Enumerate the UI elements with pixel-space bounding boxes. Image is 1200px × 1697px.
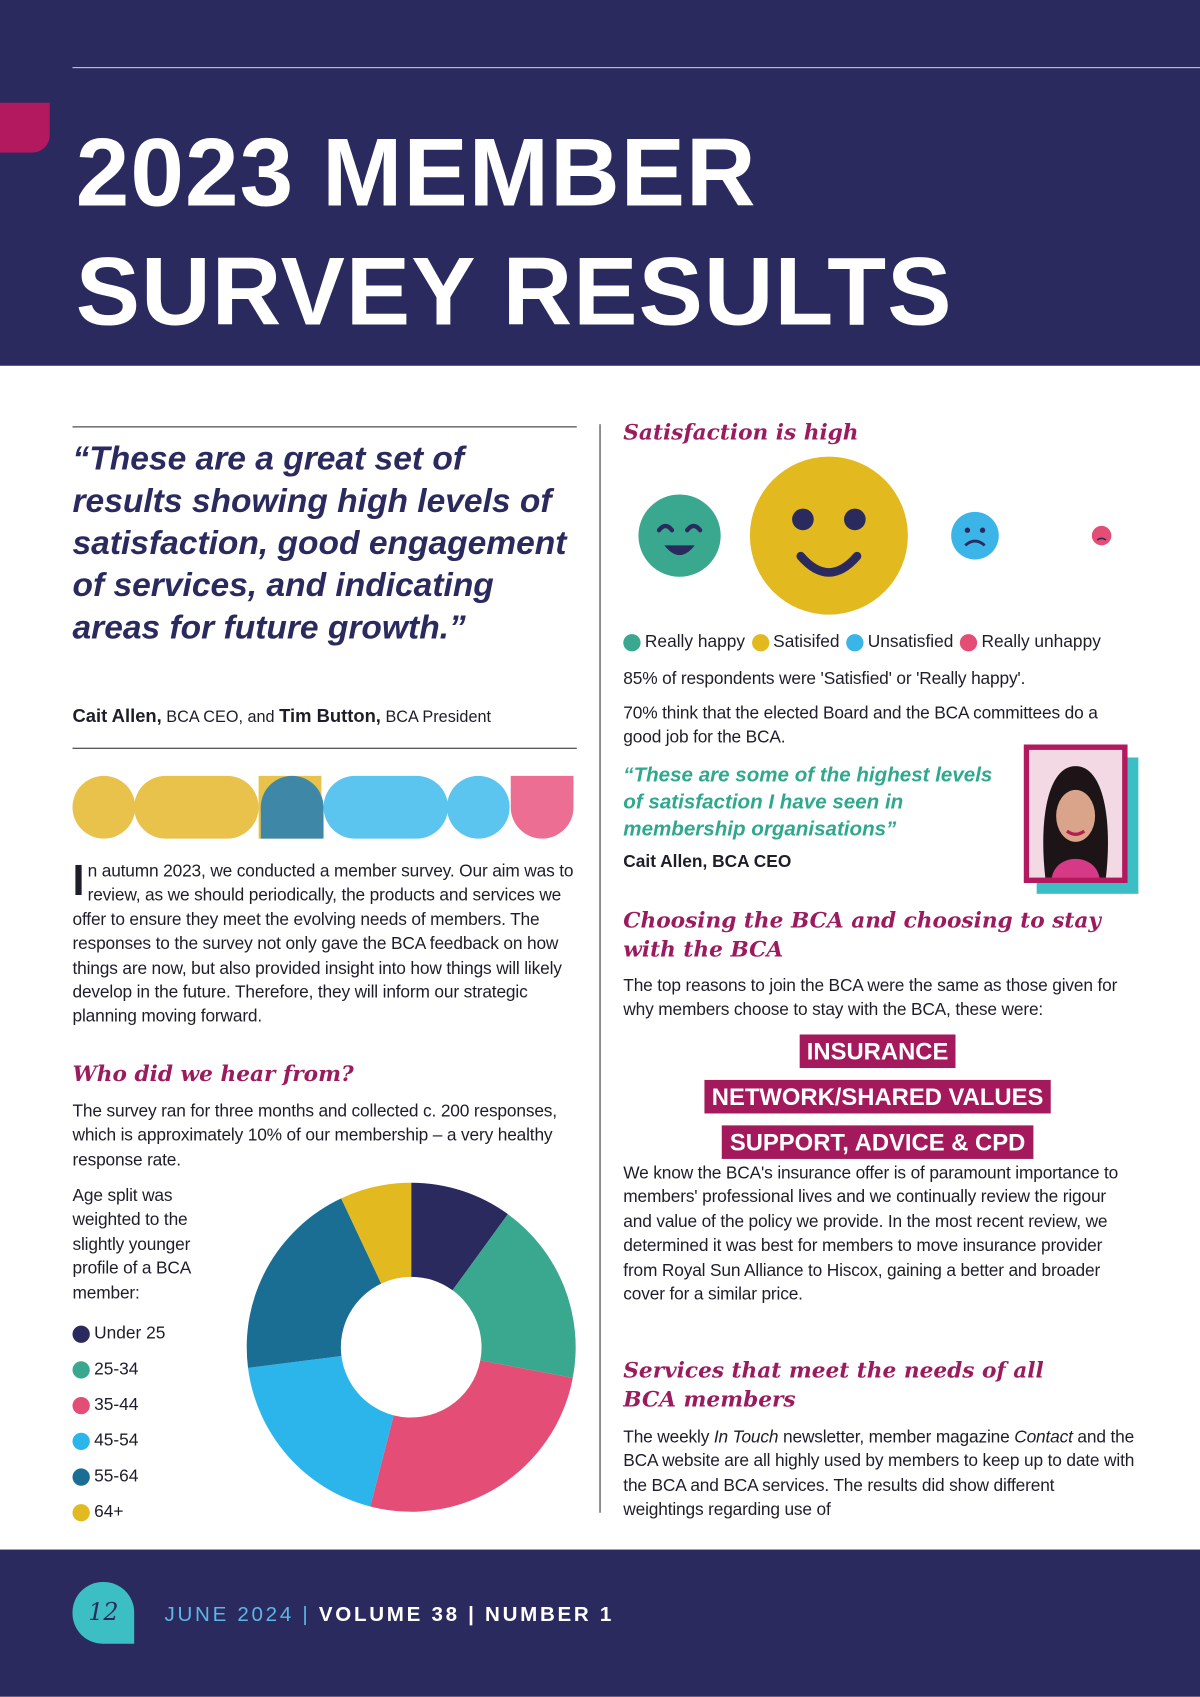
header-tab bbox=[0, 102, 50, 153]
donut-segment bbox=[411, 1182, 508, 1291]
intro-text: In autumn 2023, we conducted a member su… bbox=[72, 857, 574, 1027]
legend-dot bbox=[72, 1503, 90, 1521]
legend-label: 35-44 bbox=[94, 1395, 139, 1414]
reason: INSURANCE bbox=[799, 1034, 956, 1069]
attr-name: Cait Allen, bbox=[72, 705, 162, 727]
legend-label: Satisifed bbox=[773, 633, 840, 652]
legend-label: 45-54 bbox=[94, 1431, 139, 1450]
rule bbox=[72, 747, 577, 749]
age-legend: Under 25 25-34 35-44 45-54 55-64 64+ bbox=[72, 1316, 166, 1530]
rule bbox=[72, 426, 577, 428]
section-text: We know the BCA's insurance offer is of … bbox=[623, 1164, 1119, 1304]
section-text: The top reasons to join the BCA were the… bbox=[623, 977, 1118, 1020]
legend-item: Under 25 bbox=[72, 1316, 166, 1352]
donut-segment bbox=[246, 1198, 382, 1368]
donut-segment bbox=[248, 1356, 394, 1507]
attribution: Cait Allen, BCA CEO, and Tim Button, BCA… bbox=[73, 706, 492, 728]
reason: NETWORK/SHARED VALUES bbox=[704, 1079, 1051, 1114]
stat-text: 85% of respondents were 'Satisfied' or '… bbox=[623, 669, 1026, 689]
issue-volume: VOLUME 38 | NUMBER 1 bbox=[318, 1603, 615, 1627]
section-heading: Services that meet the needs of all BCA … bbox=[623, 1356, 1044, 1413]
attr-role: BCA President bbox=[385, 707, 492, 727]
text-run: Contact bbox=[1014, 1428, 1073, 1447]
legend-item: 25-34 bbox=[72, 1352, 166, 1388]
issue-date: JUNE 2024 | bbox=[164, 1603, 319, 1627]
text-run: The weekly bbox=[623, 1428, 714, 1447]
smiley-row bbox=[638, 456, 1112, 615]
legend-label: Under 25 bbox=[94, 1323, 166, 1343]
legend-dot bbox=[623, 634, 641, 652]
section-heading: Satisfaction is high bbox=[623, 418, 859, 445]
page-number: 12 bbox=[72, 1582, 135, 1644]
footer-band bbox=[0, 1549, 1200, 1697]
ceo-quote-author: Cait Allen, BCA CEO bbox=[623, 852, 792, 872]
section-text: The weekly In Touch newsletter, member m… bbox=[623, 1426, 1137, 1523]
attr-name: Tim Button, bbox=[279, 705, 381, 727]
legend-dot bbox=[72, 1467, 90, 1486]
age-donut bbox=[246, 1182, 576, 1512]
decor-shapes bbox=[72, 775, 574, 839]
text-run: and the BCA website are all highly used … bbox=[623, 1428, 1135, 1520]
title-line: SURVEY RESULTS bbox=[75, 236, 953, 346]
age-note: Age split was weighted to the slightly y… bbox=[72, 1187, 191, 1303]
legend-item: 55-64 bbox=[72, 1459, 166, 1495]
ceo-quote: “These are some of the highest levels of… bbox=[623, 763, 993, 841]
donut-segment bbox=[370, 1360, 573, 1512]
text-run: In Touch bbox=[713, 1428, 779, 1447]
legend-dot bbox=[846, 634, 864, 652]
section-heading: Choosing the BCA and choosing to stay wi… bbox=[623, 906, 1101, 962]
stat-text: 70% think that the elected Board and the… bbox=[623, 704, 1098, 748]
donut-segment bbox=[452, 1214, 576, 1379]
reasons: INSURANCE NETWORK/SHARED VALUES SUPPORT,… bbox=[623, 1034, 1132, 1159]
legend-label: Really happy bbox=[644, 633, 746, 652]
legend-dot bbox=[959, 634, 978, 652]
donut-segment bbox=[341, 1182, 412, 1284]
legend-dot bbox=[72, 1360, 90, 1379]
column-divider bbox=[599, 424, 601, 1513]
legend-dot bbox=[72, 1325, 90, 1343]
portrait bbox=[1023, 744, 1139, 894]
pull-quote: “These are a great set of results showin… bbox=[72, 439, 567, 647]
legend-item: 45-54 bbox=[72, 1423, 166, 1459]
legend-label: 25-34 bbox=[94, 1359, 139, 1379]
section-text: The survey ran for three months and coll… bbox=[72, 1102, 558, 1170]
footer-issue: JUNE 2024 | VOLUME 38 | NUMBER 1 bbox=[164, 1604, 614, 1628]
legend-label: Really unhappy bbox=[981, 633, 1101, 652]
legend-dot bbox=[72, 1396, 90, 1414]
reason: SUPPORT, ADVICE & CPD bbox=[722, 1125, 1033, 1159]
legend-label: Unsatisfied bbox=[867, 633, 954, 652]
header-rule bbox=[72, 67, 1200, 69]
legend-dot bbox=[751, 634, 769, 652]
header-band bbox=[0, 0, 1200, 366]
text-run: newsletter, member magazine bbox=[778, 1428, 1015, 1447]
title-line: 2023 MEMBER bbox=[75, 117, 757, 227]
attr-role: BCA CEO, and bbox=[166, 707, 275, 727]
legend-item: 35-44 bbox=[72, 1387, 166, 1423]
legend-dot bbox=[72, 1432, 90, 1450]
legend-label: 55-64 bbox=[94, 1466, 139, 1486]
legend-label: 64+ bbox=[94, 1502, 124, 1521]
legend-item: 64+ bbox=[72, 1494, 166, 1530]
section-heading: Who did we hear from? bbox=[72, 1060, 354, 1087]
satisfaction-legend: Really happy Satisifed Unsatisfied Reall… bbox=[623, 633, 1101, 652]
